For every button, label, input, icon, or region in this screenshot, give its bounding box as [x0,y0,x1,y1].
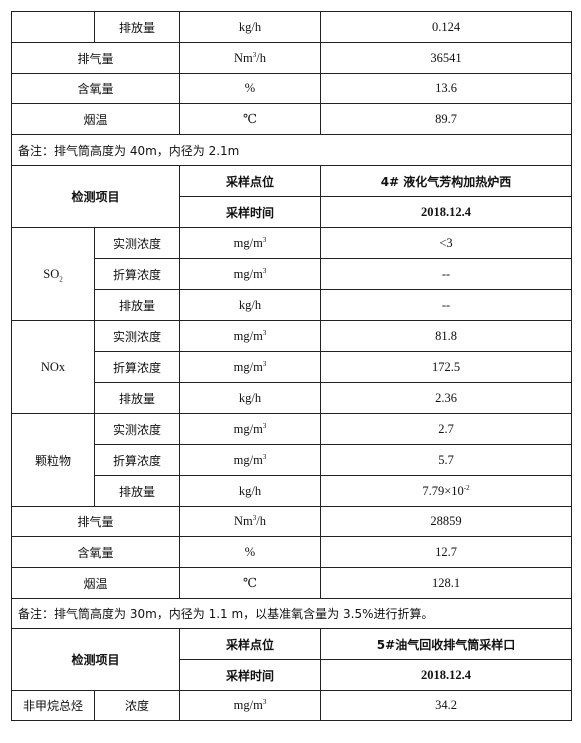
table-row: 折算浓度 mg/m3 -- [12,258,572,290]
table-row: 排放量 kg/h 7.79×10-2 [12,475,572,507]
value-cell: 0.124 [320,11,572,43]
item-measured-concentration: 实测浓度 [94,413,180,445]
remark-note: 备注：排气筒高度为 40m，内径为 2.1m [11,134,572,166]
table-row: SO2 实测浓度 mg/m3 <3 [11,227,572,321]
header-row: 检测项目 采样点位 4# 液化气芳构加热炉西 [11,165,572,228]
item-measured-concentration: 实测浓度 [94,320,180,352]
table-row: NOx 实测浓度 mg/m3 81.8 [11,320,572,414]
value-cell: 89.7 [320,103,572,135]
pollutant-so2: SO2 [11,227,95,321]
label-flue-temperature: 烟温 [11,103,180,135]
table-row: 排放量 kg/h 2.36 [12,382,572,414]
value-cell: 2.7 [320,413,572,445]
item-converted-concentration: 折算浓度 [94,258,180,290]
label-exhaust-volume: 排气量 [11,506,180,537]
value-cell: 28859 [320,506,572,537]
value-cell: -- [320,258,572,290]
value-cell: 36541 [320,42,572,74]
value-cell: 12.7 [320,536,572,568]
value-cell: 81.8 [320,320,572,352]
unit-cell: mg/m3 [179,413,321,445]
sample-point-value: 5#油气回收排气筒采样口 [320,628,572,660]
header-row: 检测项目 采样点位 5#油气回收排气筒采样口 [11,628,572,691]
table-row: 排放量 kg/h 0.124 [11,11,572,43]
header-row: 采样时间 2018.12.4 [12,196,572,228]
sample-point-label: 采样点位 [179,165,321,197]
value-cell: 7.79×10-2 [320,475,572,507]
item-measured-concentration: 实测浓度 [94,227,180,259]
unit-cell: kg/h [179,11,321,43]
unit-cell: mg/m3 [179,258,321,290]
unit-cell: mg/m3 [179,444,321,476]
label-oxygen-content: 含氧量 [11,73,180,104]
sample-time-value: 2018.12.4 [320,659,572,691]
remark-note: 备注：排气筒高度为 30m，内径为 1.1 m，以基准氧含量为 3.5%进行折算… [11,598,572,629]
unit-cell: ℃ [179,567,321,599]
unit-cell: mg/m3 [179,690,321,721]
sample-point-value: 4# 液化气芳构加热炉西 [320,165,572,197]
unit-cell: kg/h [179,475,321,507]
table-row: 非甲烷总烃 浓度 mg/m3 34.2 [11,690,572,721]
unit-cell: kg/h [179,382,321,414]
detect-item-header: 检测项目 [11,165,180,228]
table-row: 排气量 Nm3/h 28859 [11,506,572,537]
label-exhaust-volume: 排气量 [11,42,180,74]
detect-item-header: 检测项目 [11,628,180,691]
unit-cell: mg/m3 [179,351,321,383]
sample-time-label: 采样时间 [179,659,321,691]
table-row: 含氧量 % 13.6 [11,73,572,104]
note-row: 备注：排气筒高度为 40m，内径为 2.1m [11,134,572,166]
value-cell: 13.6 [320,73,572,104]
header-row: 采样时间 2018.12.4 [12,659,572,691]
unit-cell: kg/h [179,289,321,321]
sample-point-label: 采样点位 [179,628,321,660]
label-oxygen-content: 含氧量 [11,536,180,568]
value-cell: -- [320,289,572,321]
pollutant-particulate: 颗粒物 [11,413,95,507]
value-cell: 2.36 [320,382,572,414]
unit-cell: mg/m3 [179,320,321,352]
unit-cell: mg/m3 [179,227,321,259]
value-cell: 128.1 [320,567,572,599]
table-cell-blank [11,11,95,43]
table-row: 含氧量 % 12.7 [11,536,572,568]
sample-time-value: 2018.12.4 [320,196,572,228]
table-row: 排气量 Nm3/h 36541 [11,42,572,74]
unit-cell: % [179,73,321,104]
value-cell: 172.5 [320,351,572,383]
value-cell: 5.7 [320,444,572,476]
unit-cell: ℃ [179,103,321,135]
unit-cell: Nm3/h [179,42,321,74]
table-row: 排放量 kg/h -- [12,289,572,321]
value-cell: 34.2 [320,690,572,721]
pollutant-nox: NOx [11,320,95,414]
unit-cell: % [179,536,321,568]
table-row: 折算浓度 mg/m3 5.7 [12,444,572,476]
item-emission-rate: 排放量 [94,382,180,414]
item-converted-concentration: 折算浓度 [94,444,180,476]
table-row: 烟温 ℃ 89.7 [11,103,572,135]
pollutant-nmhc: 非甲烷总烃 [11,690,95,721]
value-cell: <3 [320,227,572,259]
item-emission-rate: 排放量 [94,475,180,507]
sample-time-label: 采样时间 [179,196,321,228]
table-row: 烟温 ℃ 128.1 [11,567,572,599]
emission-test-table: 排放量 kg/h 0.124 排气量 Nm3/h 36541 含氧量 % 13.… [11,11,572,721]
note-row: 备注：排气筒高度为 30m，内径为 1.1 m，以基准氧含量为 3.5%进行折算… [11,598,572,629]
unit-cell: Nm3/h [179,506,321,537]
table-row: 折算浓度 mg/m3 172.5 [12,351,572,383]
item-emission-rate: 排放量 [94,11,180,43]
item-converted-concentration: 折算浓度 [94,351,180,383]
label-flue-temperature: 烟温 [11,567,180,599]
item-concentration: 浓度 [94,690,180,721]
table-row: 颗粒物 实测浓度 mg/m3 2.7 [11,413,572,507]
item-emission-rate: 排放量 [94,289,180,321]
